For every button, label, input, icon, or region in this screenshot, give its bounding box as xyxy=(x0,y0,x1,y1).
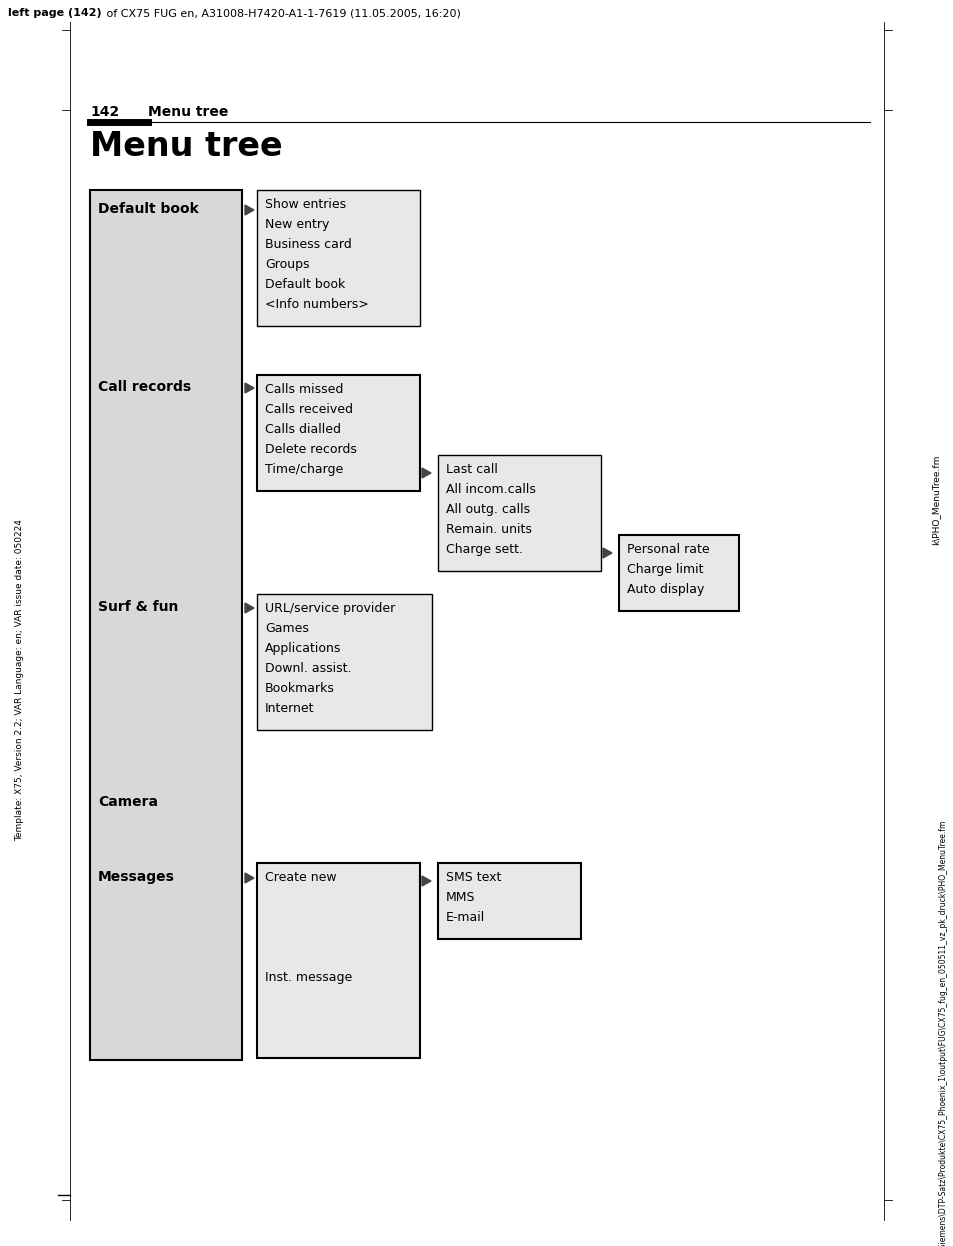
Bar xyxy=(437,863,580,939)
Bar xyxy=(437,455,600,571)
Text: Applications: Applications xyxy=(265,642,341,655)
Polygon shape xyxy=(245,383,253,392)
Text: All outg. calls: All outg. calls xyxy=(446,503,530,516)
Text: Groups: Groups xyxy=(265,258,309,270)
Text: New entry: New entry xyxy=(265,218,329,231)
Text: Show entries: Show entries xyxy=(265,198,346,211)
Bar xyxy=(256,375,419,491)
Text: Internet: Internet xyxy=(265,701,314,715)
Bar xyxy=(256,594,432,730)
Text: Time/charge: Time/charge xyxy=(265,464,343,476)
Text: Messages: Messages xyxy=(98,870,174,883)
Text: Menu tree: Menu tree xyxy=(148,105,228,120)
Text: <Info numbers>: <Info numbers> xyxy=(265,298,369,312)
Text: Calls dialled: Calls dialled xyxy=(265,422,340,436)
Text: left page (142): left page (142) xyxy=(8,7,102,17)
Text: Auto display: Auto display xyxy=(626,583,703,596)
Text: © Siemens AG 2003, C:\Daten_it!\Siemens\DTP-Satz\Produkte\CX75_Phoenix_1\output\: © Siemens AG 2003, C:\Daten_it!\Siemens\… xyxy=(939,821,947,1246)
Text: Default book: Default book xyxy=(265,278,345,292)
Text: Delete records: Delete records xyxy=(265,444,356,456)
Text: of CX75 FUG en, A31008-H7420-A1-1-7619 (11.05.2005, 16:20): of CX75 FUG en, A31008-H7420-A1-1-7619 (… xyxy=(103,7,460,17)
Text: Charge limit: Charge limit xyxy=(626,563,702,576)
Text: Camera: Camera xyxy=(98,795,158,809)
Text: Surf & fun: Surf & fun xyxy=(98,601,178,614)
Text: Downl. assist.: Downl. assist. xyxy=(265,662,351,675)
Text: Calls missed: Calls missed xyxy=(265,383,343,396)
Bar xyxy=(618,535,739,611)
Text: Create new: Create new xyxy=(265,871,336,883)
Text: 142: 142 xyxy=(90,105,119,120)
Text: MMS: MMS xyxy=(446,891,475,905)
Polygon shape xyxy=(245,603,253,613)
Text: Inst. message: Inst. message xyxy=(265,971,352,984)
Text: URL/service provider: URL/service provider xyxy=(265,602,395,616)
Text: Default book: Default book xyxy=(98,202,198,216)
Text: Last call: Last call xyxy=(446,464,497,476)
Text: E-mail: E-mail xyxy=(446,911,485,925)
Text: SMS text: SMS text xyxy=(446,871,501,883)
Text: Charge sett.: Charge sett. xyxy=(446,543,522,556)
Bar xyxy=(90,189,242,1060)
Text: All incom.calls: All incom.calls xyxy=(446,483,536,496)
Text: Games: Games xyxy=(265,622,309,635)
Text: Call records: Call records xyxy=(98,380,191,394)
Text: Calls received: Calls received xyxy=(265,402,353,416)
Text: Remain. units: Remain. units xyxy=(446,523,532,536)
Text: Template: X75, Version 2.2; VAR Language: en; VAR issue date: 050224: Template: X75, Version 2.2; VAR Language… xyxy=(15,520,25,841)
Bar xyxy=(256,189,419,326)
Polygon shape xyxy=(421,468,431,478)
Polygon shape xyxy=(245,873,253,883)
Polygon shape xyxy=(602,548,612,558)
Text: Business card: Business card xyxy=(265,238,352,250)
Text: k\PHO_MenuTree.fm: k\PHO_MenuTree.fm xyxy=(930,455,940,546)
Text: Personal rate: Personal rate xyxy=(626,543,709,556)
Text: Bookmarks: Bookmarks xyxy=(265,682,335,695)
Polygon shape xyxy=(421,876,431,886)
Polygon shape xyxy=(245,206,253,216)
Bar xyxy=(256,863,419,1058)
Text: Menu tree: Menu tree xyxy=(90,130,282,163)
